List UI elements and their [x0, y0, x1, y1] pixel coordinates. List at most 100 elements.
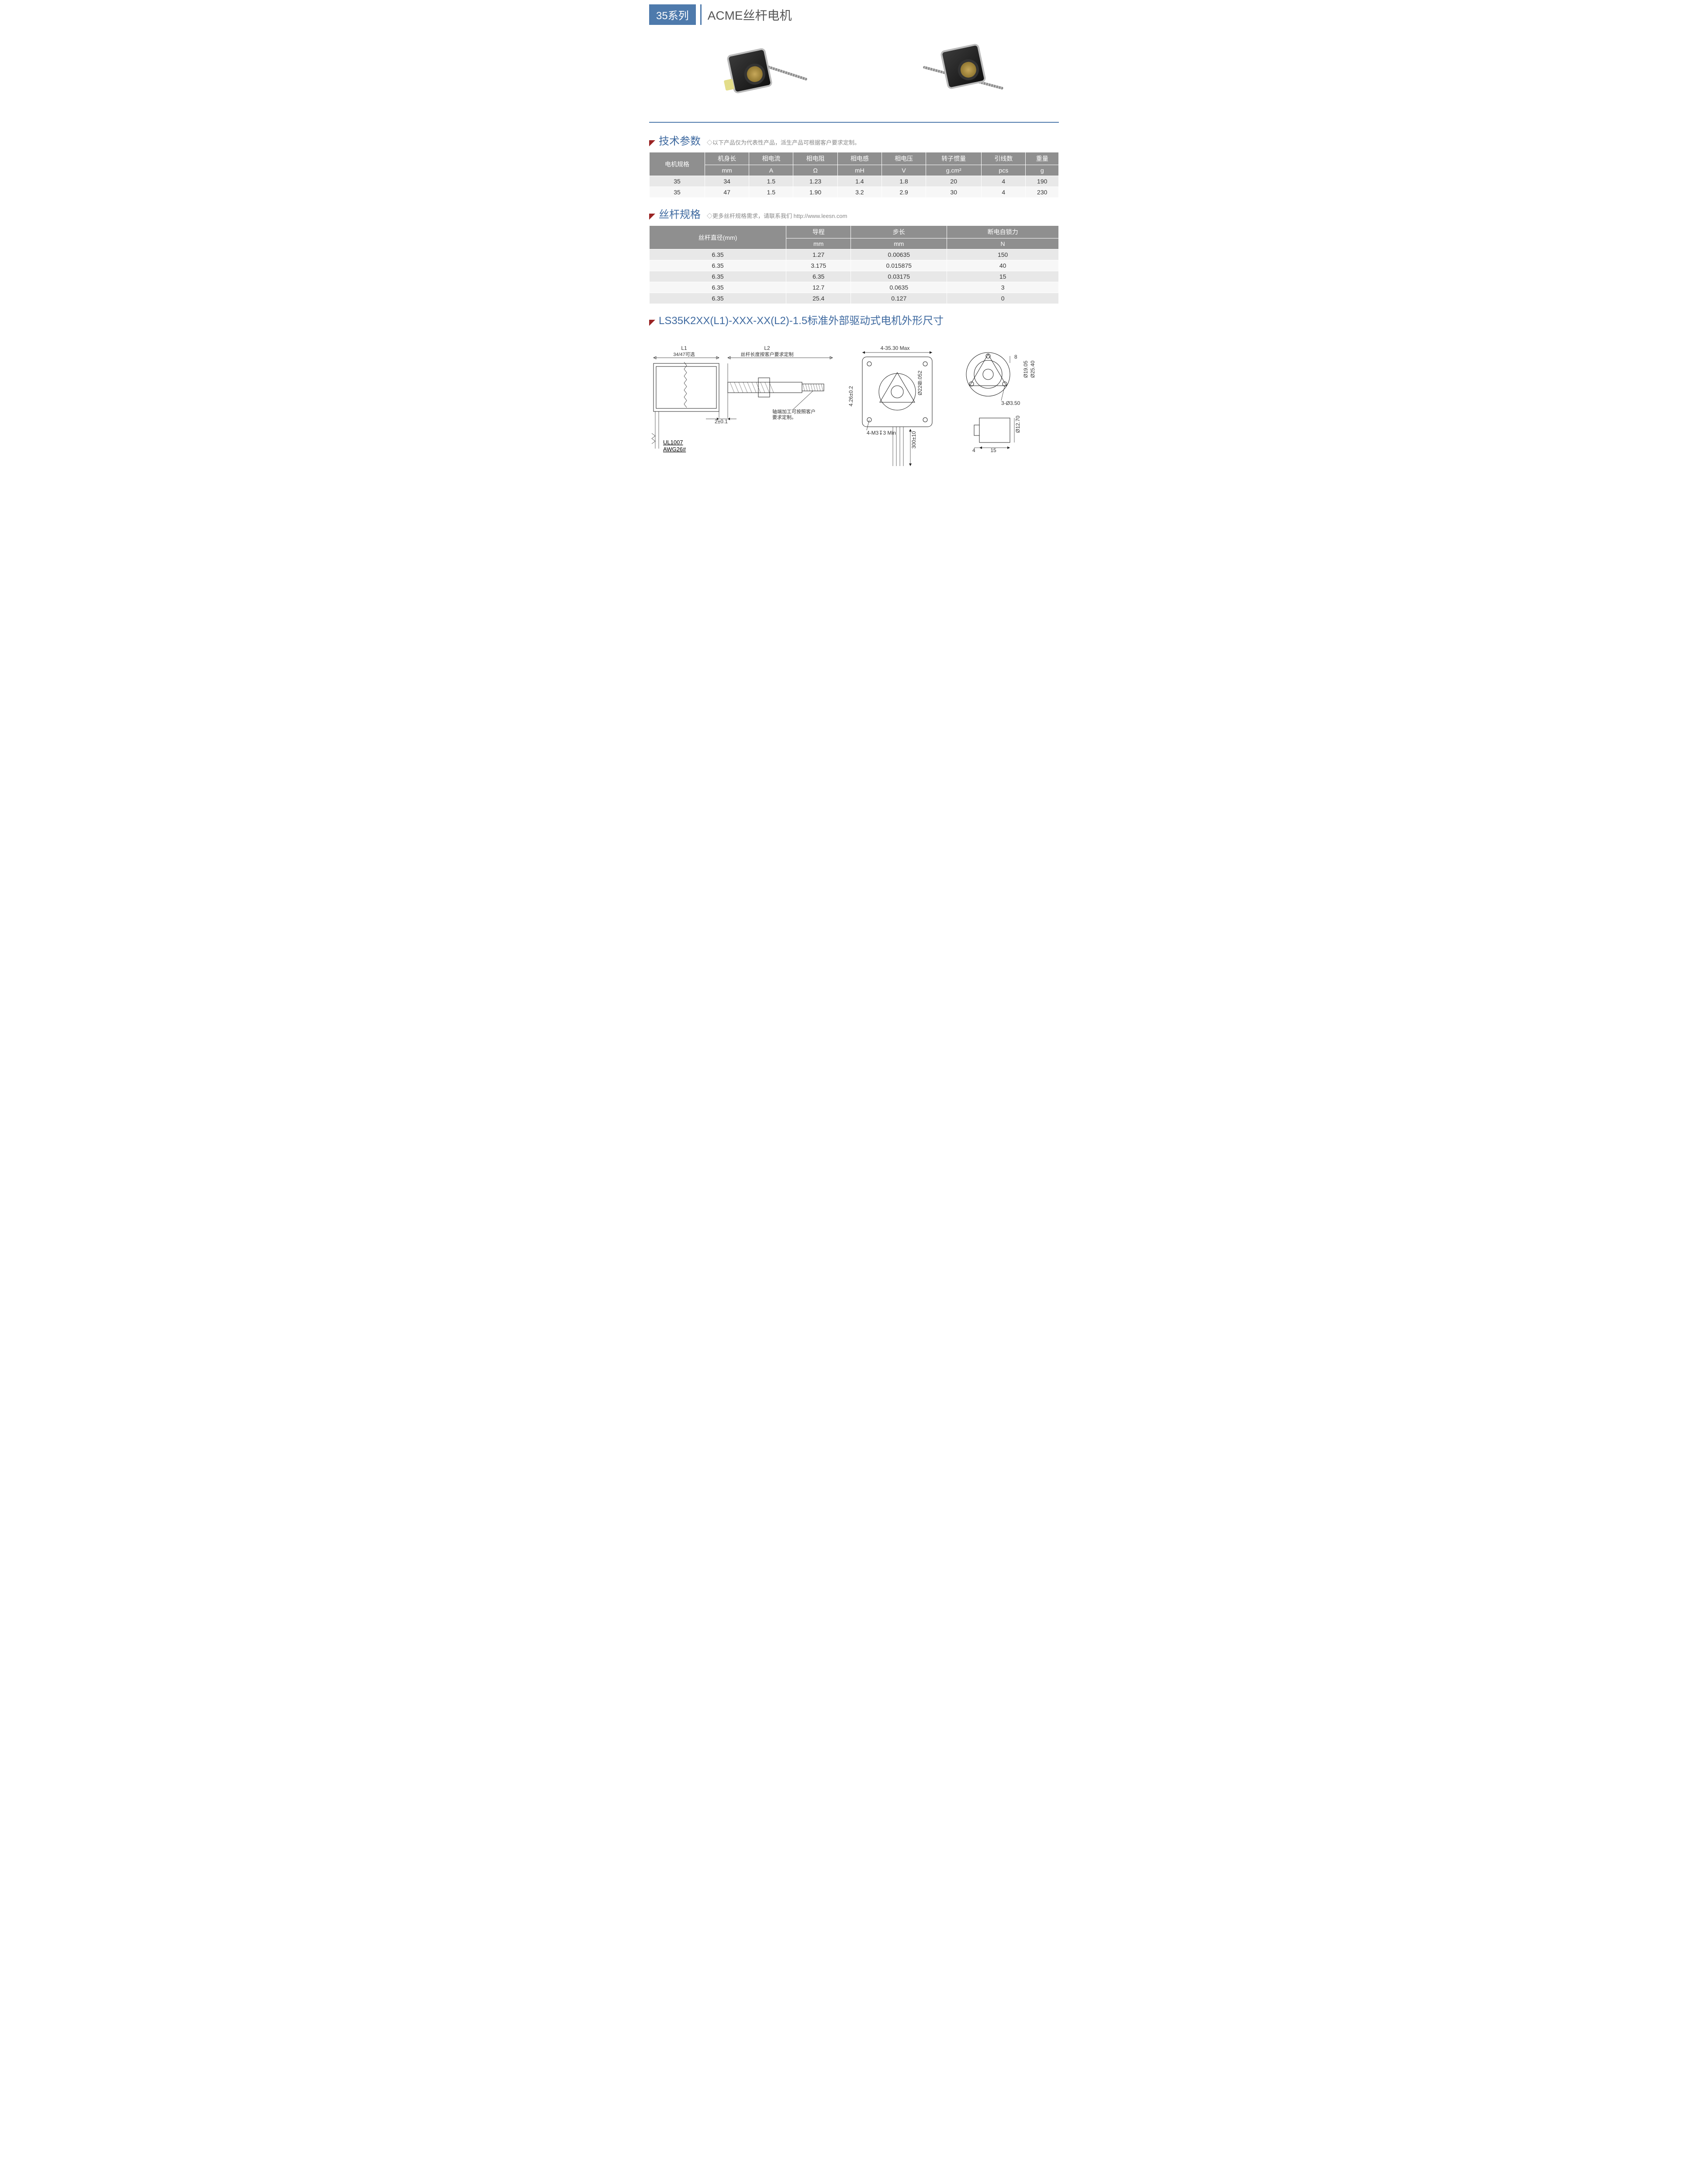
cell: 2.9 [882, 187, 926, 198]
cell: 0.127 [851, 293, 947, 304]
cell: 0.015875 [851, 260, 947, 271]
cell: 15 [947, 271, 1059, 282]
svg-text:8: 8 [1014, 354, 1017, 360]
cell: 1.90 [793, 187, 837, 198]
table-row: 35341.51.231.41.8204190 [650, 176, 1059, 187]
cell: 6.35 [650, 260, 786, 271]
cell: 0 [947, 293, 1059, 304]
cell: 1.8 [882, 176, 926, 187]
tech-spec-table: 电机规格 机身长 相电流 相电阻 相电感 相电压 转子惯量 引线数 重量 mm … [649, 152, 1059, 198]
th: 机身长 [705, 152, 749, 165]
divider [649, 121, 1059, 124]
th: 相电感 [837, 152, 882, 165]
cell: 230 [1026, 187, 1059, 198]
th-unit: N [947, 238, 1059, 249]
th-unit: pcs [982, 165, 1026, 176]
svg-text:AWG26#: AWG26# [663, 446, 686, 453]
cell: 34 [705, 176, 749, 187]
th: 相电流 [749, 152, 793, 165]
svg-text:2±0.1: 2±0.1 [715, 418, 728, 425]
drawing-side-view: L1 34/47可选 L2 丝杆长度按客户要求定制 2±0.1 [649, 344, 837, 457]
cell: 35 [650, 187, 705, 198]
th-unit: mH [837, 165, 882, 176]
th-unit: mm [705, 165, 749, 176]
cell: 150 [947, 249, 1059, 260]
table-row: 6.353.1750.01587540 [650, 260, 1059, 271]
th-unit: g [1026, 165, 1059, 176]
cell: 4 [982, 187, 1026, 198]
section-head-tech: 技术参数 ◇以下产品仅为代表性产品，派生产品可根据客户要求定制。 [649, 132, 1059, 148]
series-badge: 35系列 [649, 4, 696, 25]
product-image-left [708, 38, 795, 108]
tech-rowhead: 电机规格 [650, 152, 705, 176]
table-row: 6.351.270.00635150 [650, 249, 1059, 260]
screw-spec-table: 丝杆直径(mm) 导程 步长 断电自锁力 mm mm N 6.351.270.0… [649, 225, 1059, 304]
table-row: 6.356.350.0317515 [650, 271, 1059, 282]
cell: 47 [705, 187, 749, 198]
svg-text:4-35.30 Max: 4-35.30 Max [881, 345, 910, 351]
svg-text:Ø19.05: Ø19.05 [1023, 360, 1029, 378]
th-unit: mm [851, 238, 947, 249]
section-head-screw: 丝杆规格 ◇更多丝杆规格需求，请联系我们 http://www.leesn.co… [649, 206, 1059, 221]
cell: 12.7 [786, 282, 851, 293]
section-subtitle-tech: ◇以下产品仅为代表性产品，派生产品可根据客户要求定制。 [707, 138, 860, 146]
table-row: 6.3525.40.1270 [650, 293, 1059, 304]
screw-sub-prefix: ◇更多丝杆规格需求，请联系我们 [707, 213, 794, 219]
cell: 1.4 [837, 176, 882, 187]
svg-text:L1: L1 [681, 345, 687, 351]
section-marker-icon [649, 320, 655, 326]
cell: 20 [926, 176, 982, 187]
drawing-flange-view: 8 Ø19.05 Ø25.40 3-Ø3.50 Ø12.70 15 4 [953, 344, 1041, 457]
th-unit: V [882, 165, 926, 176]
page-header: 35系列 ACME丝杆电机 [649, 4, 1059, 25]
table-row: 35471.51.903.22.9304230 [650, 187, 1059, 198]
cell: 3.175 [786, 260, 851, 271]
cell: 1.5 [749, 176, 793, 187]
svg-text:300±10: 300±10 [911, 431, 917, 449]
cell: 6.35 [650, 249, 786, 260]
svg-text:0: 0 [917, 382, 923, 385]
table-row: 6.3512.70.06353 [650, 282, 1059, 293]
th: 引线数 [982, 152, 1026, 165]
cell: 4 [982, 176, 1026, 187]
dimension-drawing: L1 34/47可选 L2 丝杆长度按客户要求定制 2±0.1 [649, 335, 1059, 488]
svg-text:15: 15 [990, 447, 996, 453]
cell: 6.35 [650, 293, 786, 304]
th: 相电阻 [793, 152, 837, 165]
cell: 1.27 [786, 249, 851, 260]
cell: 0.0635 [851, 282, 947, 293]
th: 步长 [851, 226, 947, 238]
cell: 30 [926, 187, 982, 198]
svg-text:L2: L2 [764, 345, 770, 351]
th-unit: mm [786, 238, 851, 249]
cell: 6.35 [786, 271, 851, 282]
cell: 1.5 [749, 187, 793, 198]
page-title: ACME丝杆电机 [700, 4, 792, 25]
screw-col0: 丝杆直径(mm) [650, 226, 786, 249]
section-marker-icon [649, 214, 655, 220]
section-title-tech: 技术参数 [659, 132, 701, 148]
svg-text:34/47可选: 34/47可选 [673, 352, 695, 357]
cell: 6.35 [650, 271, 786, 282]
cell: 190 [1026, 176, 1059, 187]
th: 相电压 [882, 152, 926, 165]
cell: 0.03175 [851, 271, 947, 282]
svg-text:3-Ø3.50: 3-Ø3.50 [1001, 400, 1020, 406]
product-image-right [913, 38, 1000, 108]
svg-text:4.26±0.2: 4.26±0.2 [848, 386, 854, 406]
drawing-front-view: 4-35.30 Max 4.26±0.2 Ø22-0.052 0 4-M3↧3 … [845, 344, 945, 470]
section-title-screw: 丝杆规格 [659, 206, 701, 221]
th: 转子惯量 [926, 152, 982, 165]
th-unit: A [749, 165, 793, 176]
cell: 1.23 [793, 176, 837, 187]
th-unit: g.cm² [926, 165, 982, 176]
product-image-row [649, 25, 1059, 117]
cell: 3.2 [837, 187, 882, 198]
section-title-dim: LS35K2XX(L1)-XXX-XX(L2)-1.5标准外部驱动式电机外形尺寸 [659, 312, 944, 327]
svg-text:UL1007: UL1007 [663, 439, 683, 446]
cell: 3 [947, 282, 1059, 293]
contact-link[interactable]: http://www.leesn.com [794, 213, 847, 219]
th: 导程 [786, 226, 851, 238]
section-marker-icon [649, 140, 655, 146]
cell: 40 [947, 260, 1059, 271]
